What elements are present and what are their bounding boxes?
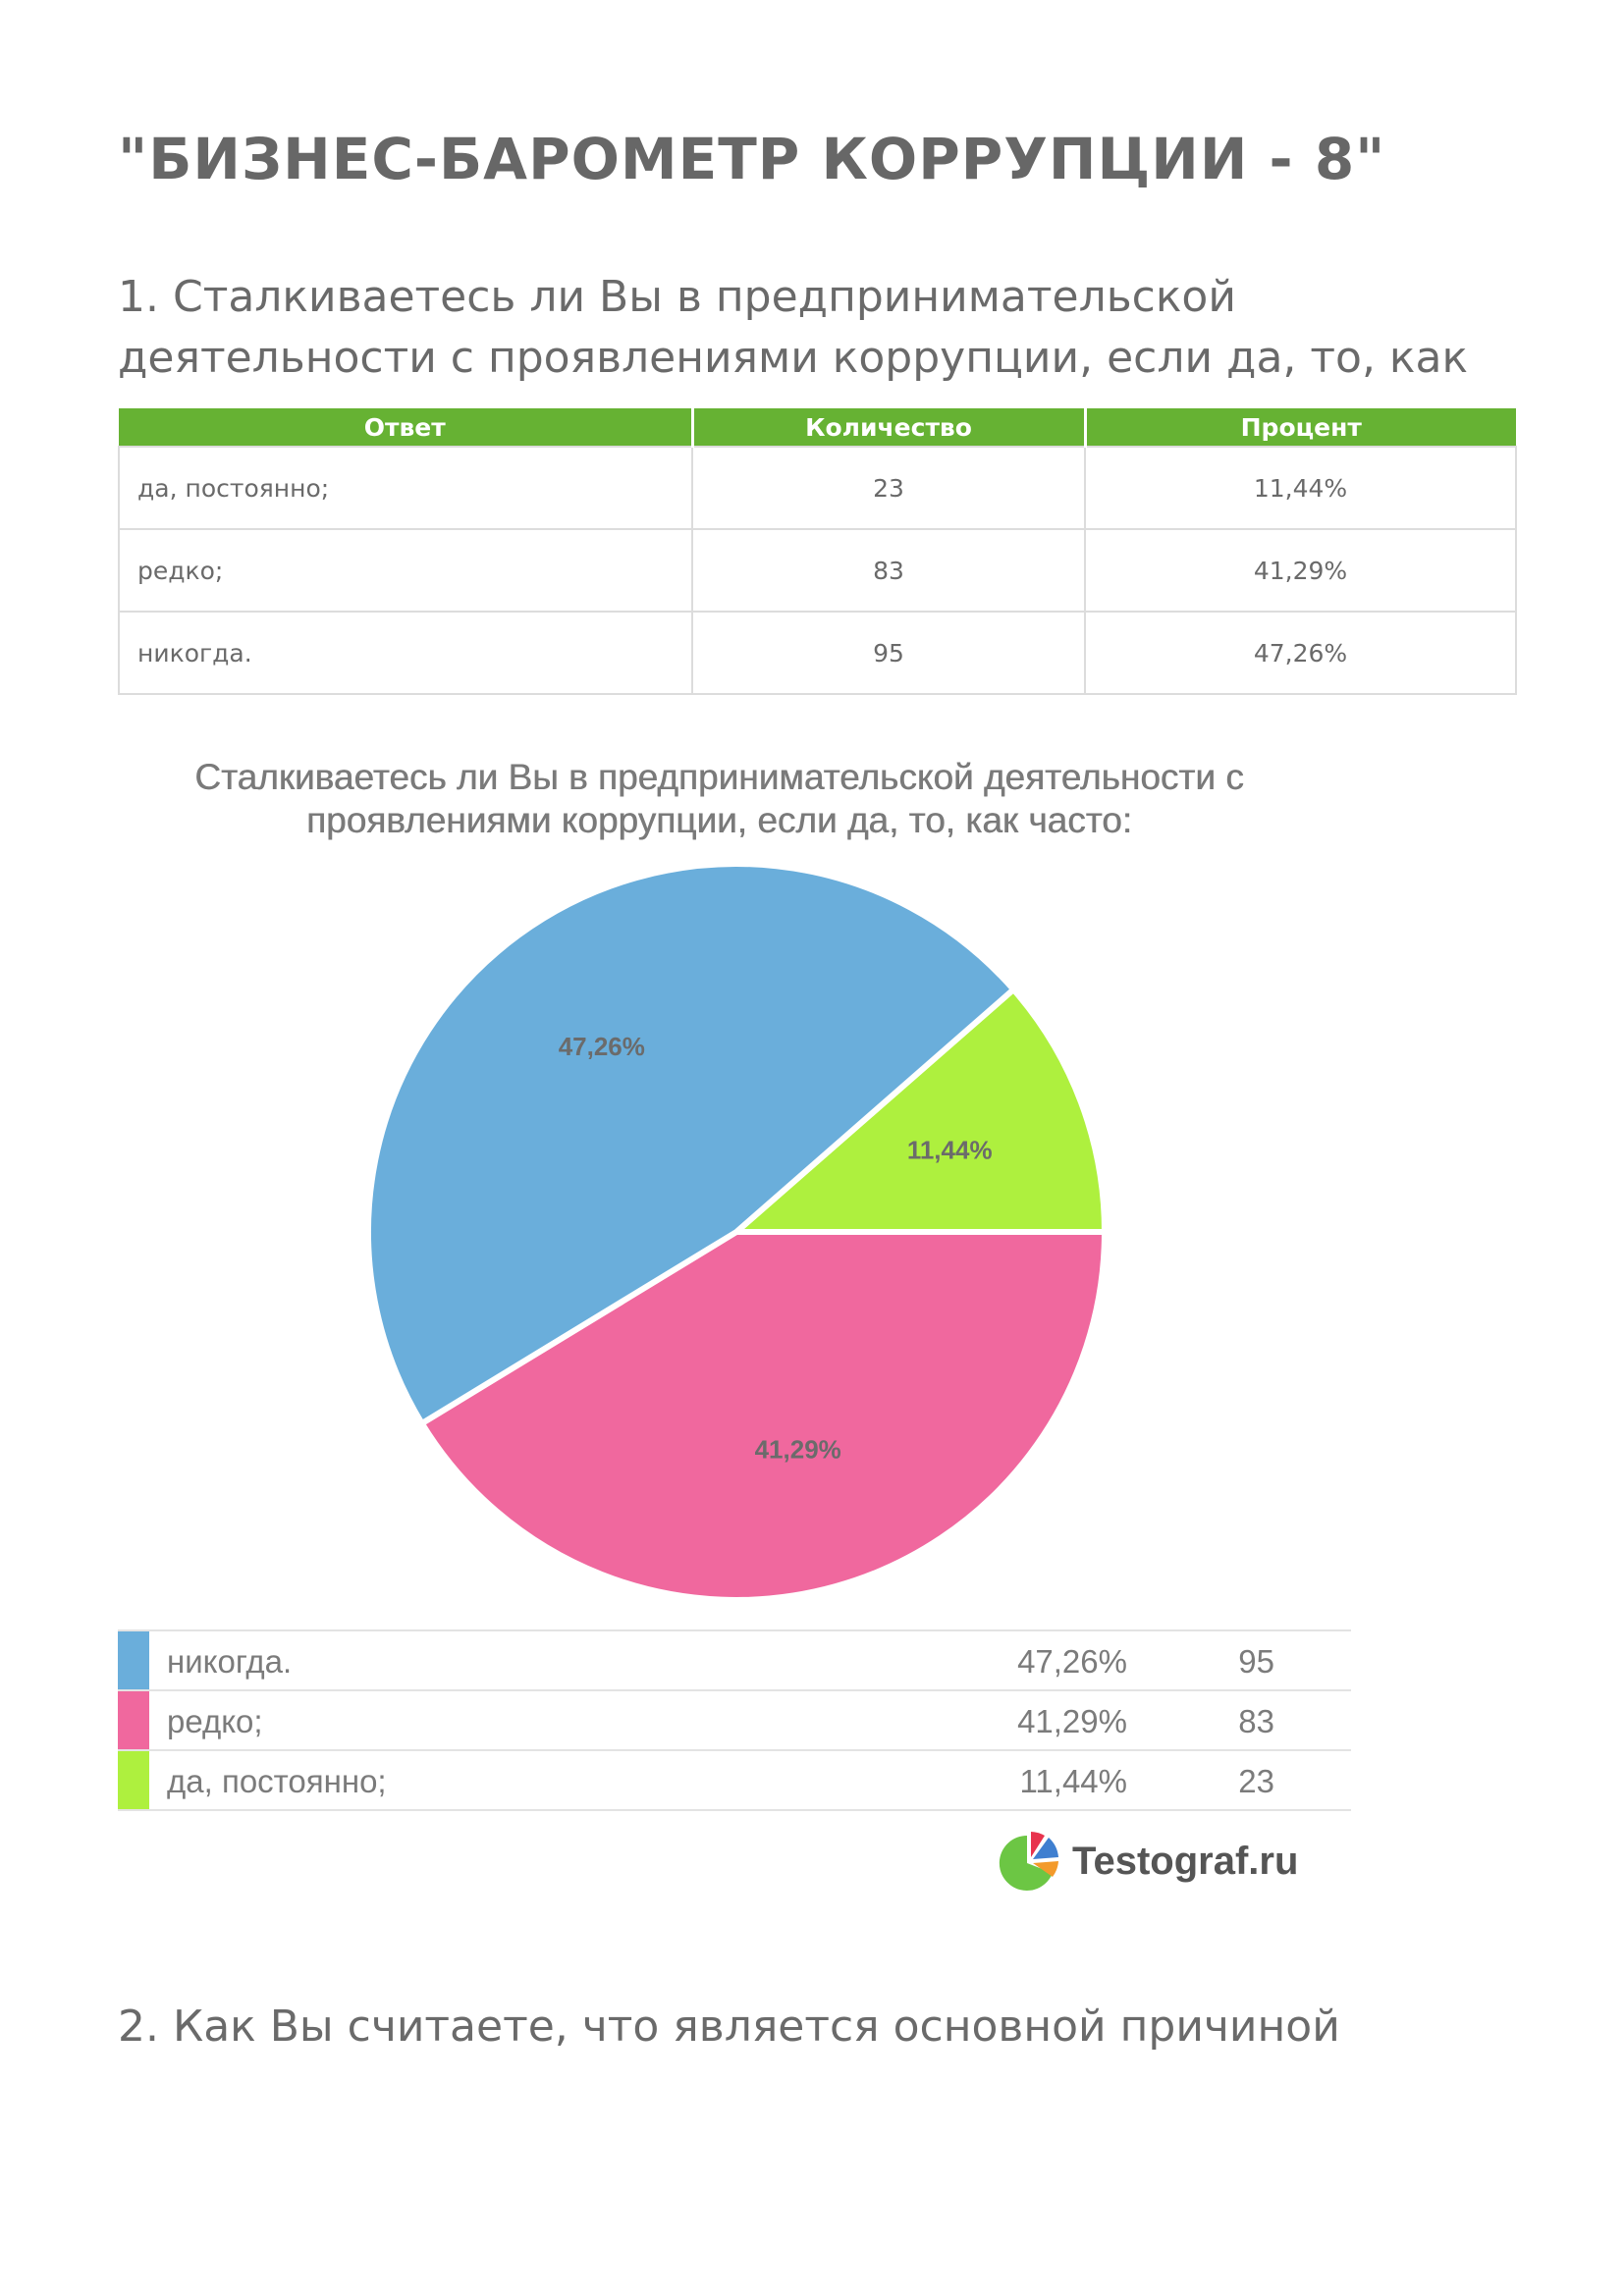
pie-slice xyxy=(365,860,1017,1427)
pie-slice-label: 41,29% xyxy=(755,1434,841,1464)
header-percent: Процент xyxy=(1083,408,1516,447)
page-title: "БИЗНЕС-БАРОМЕТР КОРРУПЦИИ - 8" xyxy=(118,126,1386,192)
cell-percent: 47,26% xyxy=(1084,611,1517,695)
pie-chart: 11,44% 41,29% 47,26% xyxy=(365,860,1108,1603)
cell-answer: никогда. xyxy=(118,611,693,695)
chart-title: Сталкиваетесь ли Вы в предпринимательско… xyxy=(194,757,1244,840)
legend-count: 23 xyxy=(1238,1763,1274,1799)
answers-table: Ответ Количество Процент да, постоянно; … xyxy=(118,408,1517,695)
cell-count: 95 xyxy=(691,611,1086,695)
legend-swatch xyxy=(118,1751,149,1809)
legend-row: никогда. 47,26% 95 xyxy=(118,1631,1351,1691)
legend-label: да, постоянно; xyxy=(167,1763,387,1799)
legend-swatch xyxy=(118,1691,149,1749)
pie-slice-label: 47,26% xyxy=(559,1032,645,1061)
brand-name: Testograf.ru xyxy=(1072,1840,1299,1883)
legend-label: редко; xyxy=(167,1703,263,1739)
cell-answer: да, постоянно; xyxy=(118,446,693,530)
table-row: никогда. 95 47,26% xyxy=(118,611,1517,695)
legend-count: 83 xyxy=(1238,1703,1274,1739)
question-1: 1. Сталкиваетесь ли Вы в предприниматель… xyxy=(118,272,1469,444)
pie-slice-label: 11,44% xyxy=(907,1135,993,1164)
legend-label: никогда. xyxy=(167,1643,293,1680)
chart-legend: никогда. 47,26% 95 редко; 41,29% 83 да, … xyxy=(118,1629,1351,1811)
legend-percent: 11,44% xyxy=(1019,1763,1127,1799)
header-answer: Ответ xyxy=(119,408,694,447)
testograf-branding: Testograf.ru xyxy=(998,1828,1351,1893)
cell-count: 83 xyxy=(691,528,1086,613)
pie-slice xyxy=(733,987,1108,1235)
legend-percent: 47,26% xyxy=(1017,1643,1127,1680)
cell-count: 23 xyxy=(691,446,1086,530)
legend-swatch xyxy=(118,1631,149,1689)
cell-percent: 41,29% xyxy=(1084,528,1517,613)
header-count: Количество xyxy=(690,408,1087,447)
cell-percent: 11,44% xyxy=(1084,446,1517,530)
pie-slice xyxy=(418,1229,1108,1603)
table-row: да, постоянно; 23 11,44% xyxy=(118,446,1517,530)
table-row: редко; 83 41,29% xyxy=(118,528,1517,613)
legend-row: редко; 41,29% 83 xyxy=(118,1691,1351,1751)
legend-row: да, постоянно; 11,44% 23 xyxy=(118,1751,1351,1811)
question-2: 2. Как Вы считаете, что является основно… xyxy=(118,2002,1340,2052)
pie-chart-logo-icon xyxy=(999,1832,1058,1891)
legend-count: 95 xyxy=(1238,1643,1274,1680)
legend-percent: 41,29% xyxy=(1017,1703,1127,1739)
cell-answer: редко; xyxy=(118,528,693,613)
table-header-row: Ответ Количество Процент xyxy=(119,408,1516,447)
